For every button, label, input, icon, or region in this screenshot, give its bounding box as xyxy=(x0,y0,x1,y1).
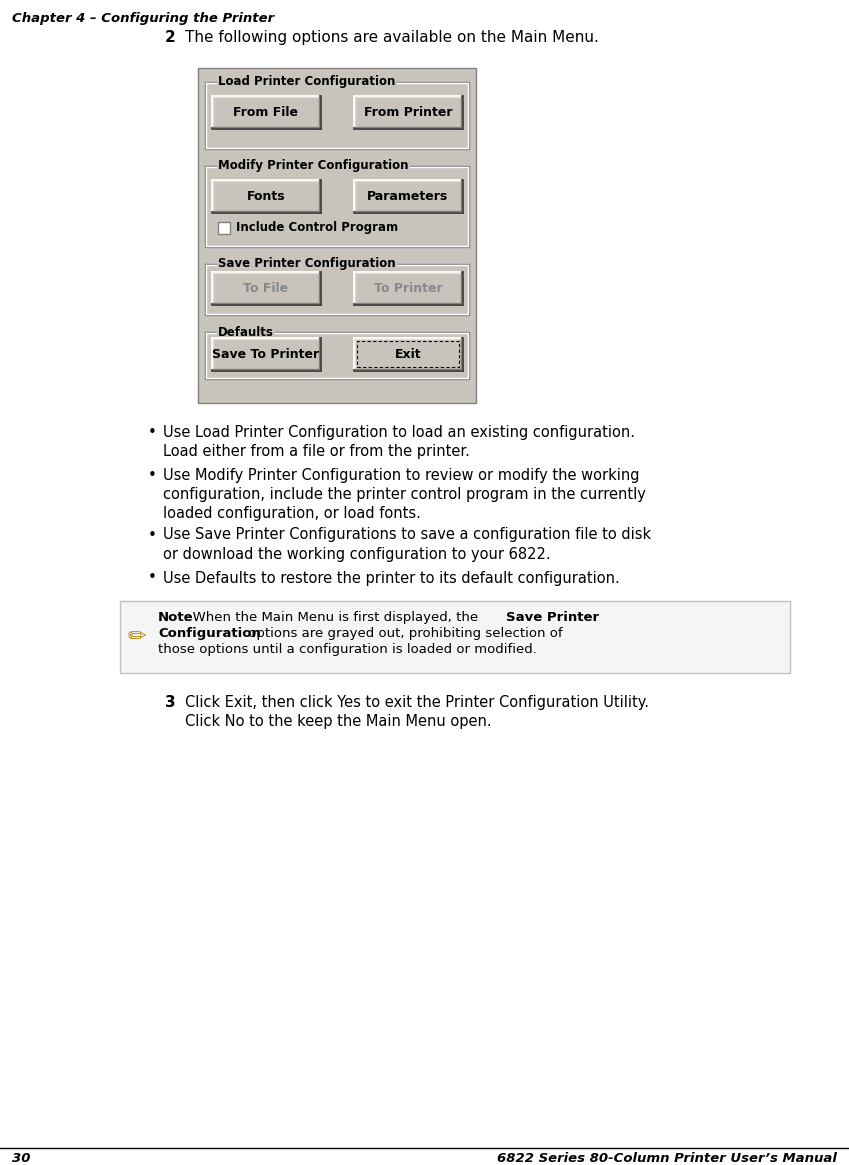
Text: : When the Main Menu is first displayed, the: : When the Main Menu is first displayed,… xyxy=(184,610,482,624)
Text: Fonts: Fonts xyxy=(247,190,285,203)
Text: The following options are available on the Main Menu.: The following options are available on t… xyxy=(185,30,599,45)
Text: Exit: Exit xyxy=(395,347,421,360)
Text: Include Control Program: Include Control Program xyxy=(236,221,398,234)
Text: 3: 3 xyxy=(165,696,176,709)
Text: Parameters: Parameters xyxy=(368,190,448,203)
Text: Note: Note xyxy=(158,610,194,624)
Text: To Printer: To Printer xyxy=(374,282,442,295)
Text: Save Printer: Save Printer xyxy=(506,610,599,624)
Bar xyxy=(218,223,230,234)
Bar xyxy=(204,75,470,150)
Text: Defaults: Defaults xyxy=(218,325,274,339)
Text: •: • xyxy=(148,468,157,483)
Bar xyxy=(212,181,320,212)
Text: •: • xyxy=(148,425,157,440)
Bar xyxy=(354,271,462,304)
Bar xyxy=(354,96,462,128)
Text: To File: To File xyxy=(244,282,289,295)
Bar xyxy=(204,256,470,316)
Text: From File: From File xyxy=(233,106,299,119)
Text: options are grayed out, prohibiting selection of: options are grayed out, prohibiting sele… xyxy=(244,627,563,640)
Bar xyxy=(354,338,462,370)
Text: Use Save Printer Configurations to save a configuration file to disk
or download: Use Save Printer Configurations to save … xyxy=(163,528,651,562)
Bar xyxy=(204,324,470,380)
Bar xyxy=(212,338,320,370)
Bar xyxy=(357,341,459,367)
Text: Use Defaults to restore the printer to its default configuration.: Use Defaults to restore the printer to i… xyxy=(163,571,620,586)
Text: Modify Printer Configuration: Modify Printer Configuration xyxy=(218,160,408,172)
Text: •: • xyxy=(148,571,157,586)
Text: 30: 30 xyxy=(12,1152,31,1165)
Text: Chapter 4 – Configuring the Printer: Chapter 4 – Configuring the Printer xyxy=(12,12,274,24)
Text: Use Load Printer Configuration to load an existing configuration.
Load either fr: Use Load Printer Configuration to load a… xyxy=(163,425,635,459)
Text: Load Printer Configuration: Load Printer Configuration xyxy=(218,76,396,89)
Bar xyxy=(198,68,476,403)
Text: From Printer: From Printer xyxy=(363,106,453,119)
Text: •: • xyxy=(148,528,157,543)
Bar xyxy=(120,601,790,673)
Text: ✏: ✏ xyxy=(127,627,146,647)
Bar xyxy=(354,181,462,212)
Bar xyxy=(212,271,320,304)
Text: Click Exit, then click Yes to exit the Printer Configuration Utility.
Click No t: Click Exit, then click Yes to exit the P… xyxy=(185,696,649,729)
Text: Save To Printer: Save To Printer xyxy=(212,347,319,360)
Text: 2: 2 xyxy=(165,30,176,45)
Text: Save Printer Configuration: Save Printer Configuration xyxy=(218,257,396,270)
Text: 6822 Series 80-Column Printer User’s Manual: 6822 Series 80-Column Printer User’s Man… xyxy=(498,1152,837,1165)
Bar xyxy=(204,158,470,248)
Bar xyxy=(212,96,320,128)
Text: those options until a configuration is loaded or modified.: those options until a configuration is l… xyxy=(158,643,537,656)
Text: Configuration: Configuration xyxy=(158,627,261,640)
Text: Use Modify Printer Configuration to review or modify the working
configuration, : Use Modify Printer Configuration to revi… xyxy=(163,468,646,522)
